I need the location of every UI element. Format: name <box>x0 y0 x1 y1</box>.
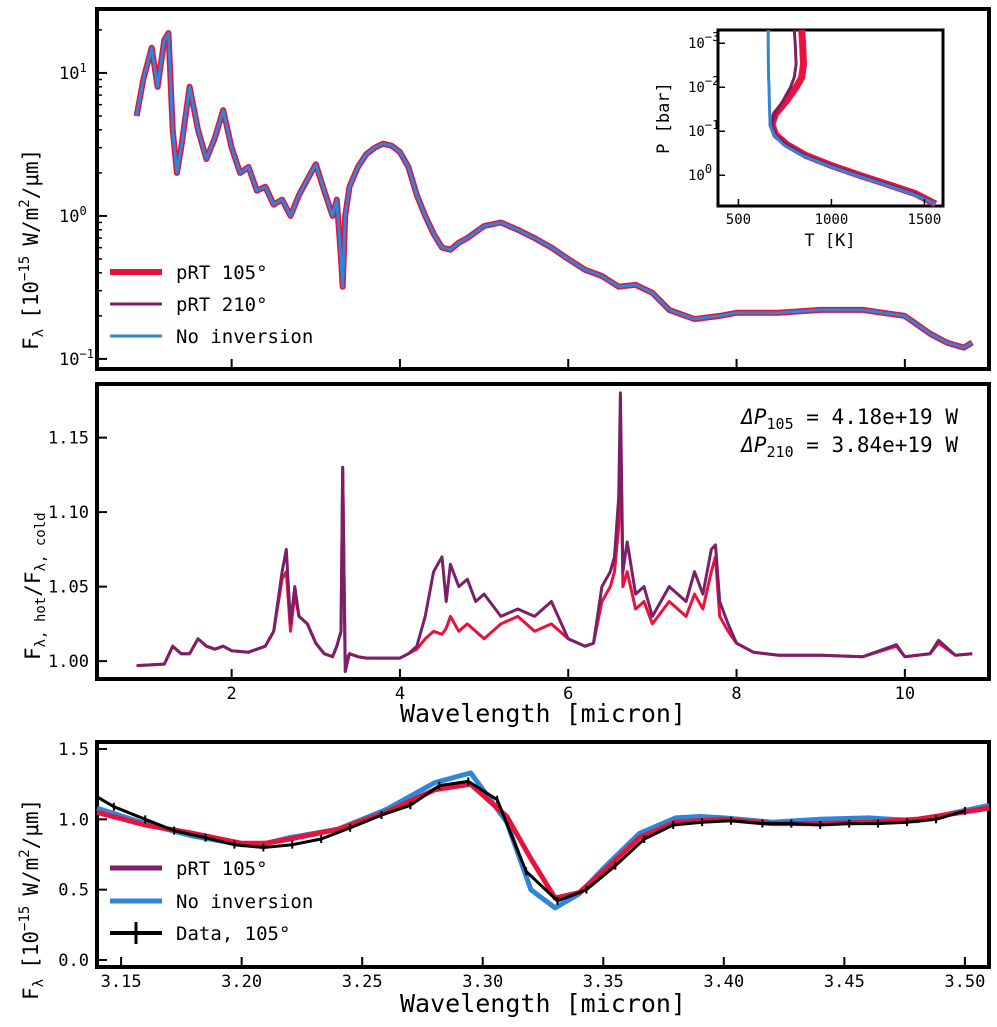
ratio-xlabel: Wavelength [micron] <box>400 699 686 728</box>
ratio-xtick-label: 4 <box>395 684 405 704</box>
ratio-ytick-label: 1.00 <box>48 652 89 672</box>
zoom-xtick-label: 3.25 <box>342 972 383 992</box>
zoom-xtick-label: 3.50 <box>944 972 985 992</box>
ratio-xtick-label: 10 <box>895 684 915 704</box>
pt-yticks: 10−3 10−2 10−1 100 <box>688 30 725 184</box>
zoom-panel: 0.0 0.5 1.0 1.5 3.15 3.20 3.25 3.30 3.35 3.40 3.4… <box>17 740 991 1018</box>
legend-label-noinv: No inversion <box>176 326 313 348</box>
zoom-legend: pRT 105° No inversion Data, 105° <box>110 858 313 945</box>
zoom-xtick-label: 3.20 <box>221 972 262 992</box>
pt-inset: 10−3 10−2 10−1 100 500 1000 1500 T [K] P [bar… <box>654 28 945 251</box>
delta-p-105: ΔP105 = 4.18e+19 W <box>739 405 958 433</box>
spectrum-ytick-label: 10−1 <box>59 347 94 370</box>
pt-series <box>766 29 938 208</box>
pt-ytick-label: 100 <box>688 162 712 184</box>
zoom-series <box>96 770 990 911</box>
zoom-ylabel: Fλ[10−15W/m2/μm] <box>17 799 47 1000</box>
zoom-xticks: 3.15 3.20 3.25 3.30 3.35 3.40 3.45 3.50 <box>101 957 985 992</box>
ratio-line-prt-210 <box>136 391 973 674</box>
legend-label-data: Data, 105° <box>176 923 290 945</box>
ratio-xtick-label: 2 <box>227 684 237 704</box>
ratio-xtick-label: 6 <box>563 684 573 704</box>
zoom-yticks: 0.0 0.5 1.0 1.5 <box>58 740 107 971</box>
zoom-xtick-label: 3.40 <box>703 972 744 992</box>
zoom-ytick-label: 1.5 <box>58 740 89 760</box>
zoom-xtick-label: 3.35 <box>583 972 624 992</box>
spectrum-yticks: 10−1 100 101 <box>59 29 107 370</box>
delta-p-210: ΔP210 = 3.84e+19 W <box>739 433 958 461</box>
ratio-xticks: 2 4 6 8 10 <box>227 669 915 704</box>
spectrum-legend: pRT 105° pRT 210° No inversion <box>110 262 313 348</box>
ratio-ytick-label: 1.05 <box>48 578 89 598</box>
zoom-xtick-label: 3.45 <box>824 972 865 992</box>
zoom-ytick-label: 1.0 <box>58 810 89 830</box>
zoom-ytick-label: 0.5 <box>58 881 89 901</box>
ratio-series <box>136 391 973 674</box>
spectrum-line-no-inversion <box>135 31 973 350</box>
pt-line-no-inversion <box>766 30 937 206</box>
zoom-xtick-label: 3.30 <box>462 972 503 992</box>
ratio-frame <box>95 382 991 681</box>
pt-ytick-label: 10−1 <box>688 118 719 140</box>
spectrum-ytick-label: 101 <box>59 61 87 84</box>
pt-xticks: 500 1000 1500 <box>726 199 941 228</box>
pt-xtick-label: 1500 <box>908 212 942 228</box>
ratio-panel: 1.00 1.05 1.10 1.15 2 4 6 8 10 Fλ, hot/Fλ, cold… <box>21 382 991 728</box>
zoom-ytick-label: 0.0 <box>58 951 89 971</box>
legend-label-prt210: pRT 210° <box>176 294 268 316</box>
legend-label-prt105: pRT 105° <box>176 262 268 284</box>
spectrum-series <box>133 30 974 351</box>
legend-label-prt105: pRT 105° <box>176 858 268 880</box>
ratio-xtick-label: 8 <box>731 684 741 704</box>
pt-inset-frame <box>716 28 945 208</box>
pt-xtick-label: 500 <box>726 212 751 228</box>
spectrum-xticks <box>230 359 906 369</box>
spectrum-ylabel: Fλ[10−15W/m2/μm] <box>17 149 47 350</box>
legend-label-noinv: No inversion <box>176 891 313 913</box>
zoom-xlabel: Wavelength [micron] <box>400 989 686 1018</box>
ratio-ylabel: Fλ, hot/Fλ, cold <box>21 512 49 660</box>
zoom-xtick-label: 3.15 <box>101 972 142 992</box>
ratio-ytick-label: 1.10 <box>48 503 89 523</box>
pt-ylabel: P [bar] <box>654 82 674 154</box>
pt-xlabel: T [K] <box>804 231 855 251</box>
pt-xtick-label: 1000 <box>815 212 849 228</box>
ratio-yticks: 1.00 1.05 1.10 1.15 <box>48 429 107 672</box>
spectrum-ytick-label: 100 <box>59 204 87 227</box>
pt-ytick-label: 10−3 <box>688 30 719 52</box>
zoom-frame <box>95 740 991 969</box>
pt-ytick-label: 10−2 <box>688 74 719 96</box>
ratio-ytick-label: 1.15 <box>48 429 89 449</box>
